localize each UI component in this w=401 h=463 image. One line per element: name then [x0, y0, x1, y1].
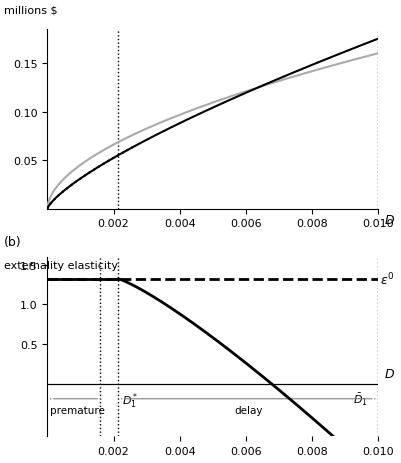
Text: D: D	[385, 367, 395, 380]
Text: externality elasticity: externality elasticity	[4, 261, 118, 270]
Text: premature: premature	[50, 405, 105, 415]
Text: millions $: millions $	[4, 6, 58, 16]
Text: delay: delay	[234, 405, 263, 415]
Text: $\bar{D}_1$: $\bar{D}_1$	[353, 391, 368, 407]
Text: D: D	[385, 213, 395, 226]
Text: $\varepsilon^0$: $\varepsilon^0$	[380, 271, 394, 288]
Text: $D_1^*$: $D_1^*$	[122, 391, 138, 411]
Text: (b): (b)	[4, 235, 22, 248]
